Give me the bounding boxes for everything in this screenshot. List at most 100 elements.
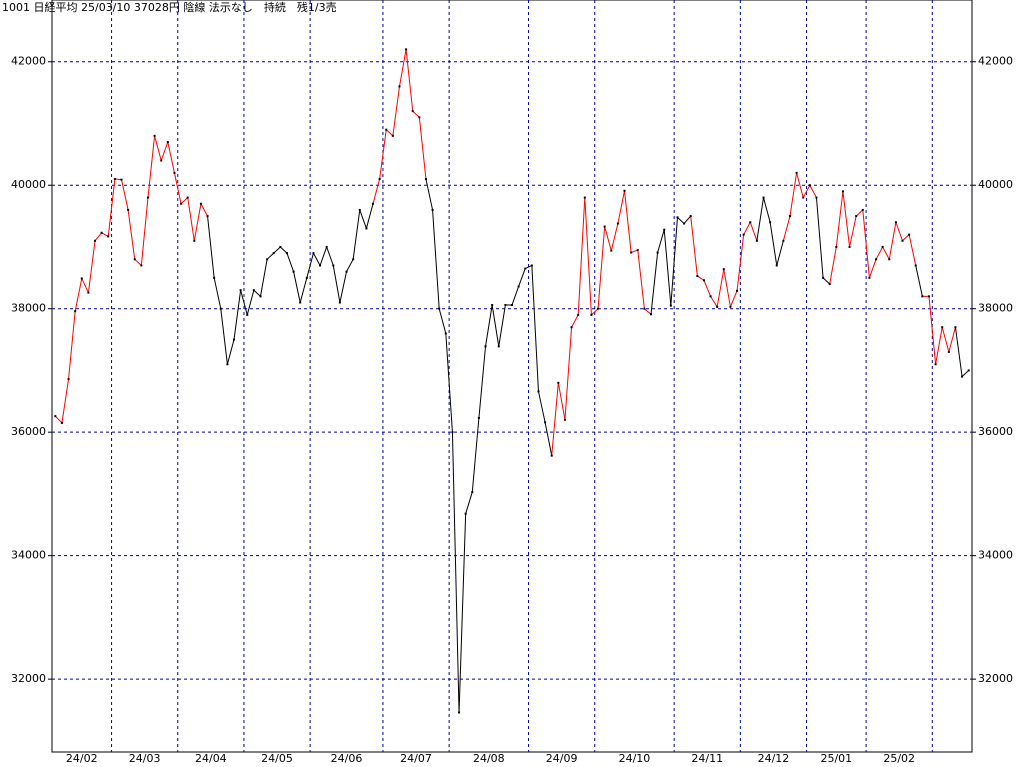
data-point (285, 252, 288, 255)
line-segment (677, 216, 685, 224)
line-segment (346, 259, 354, 272)
line-segment (915, 265, 923, 297)
line-segment (591, 308, 599, 316)
data-point (219, 307, 222, 310)
data-point (246, 313, 249, 316)
data-point (775, 264, 778, 267)
line-segment (193, 203, 202, 241)
data-point (577, 313, 580, 316)
data-point (802, 196, 805, 199)
data-point (292, 270, 295, 273)
data-point (458, 711, 461, 714)
data-point (742, 233, 745, 236)
data-point (511, 303, 513, 306)
data-point (279, 245, 282, 248)
chart-title: 1001 日経平均 25/03/10 37028円 陰線 法示なし 持続 残1/… (2, 0, 337, 14)
line-segment (961, 370, 970, 377)
data-point (305, 276, 308, 279)
data-point (186, 196, 189, 199)
y-tick-label: 32000 (978, 672, 1013, 685)
x-tick-label: 24/04 (195, 752, 227, 765)
data-point (901, 239, 904, 242)
line-segment (769, 222, 778, 266)
data-point (769, 221, 772, 224)
line-segment (610, 223, 619, 251)
line-segment (412, 110, 420, 118)
line-segment (107, 178, 116, 237)
line-segment (796, 172, 804, 198)
data-point (259, 295, 262, 298)
data-point (140, 264, 143, 267)
line-segment (875, 246, 884, 260)
data-point (226, 363, 229, 366)
line-segment (710, 296, 718, 308)
line-segment (379, 129, 387, 180)
data-point (908, 233, 911, 236)
data-point (702, 279, 705, 282)
line-segment (544, 422, 553, 456)
data-point (239, 289, 242, 292)
data-point (828, 283, 831, 286)
data-point (484, 345, 487, 348)
line-segment (478, 346, 487, 419)
data-point (180, 202, 183, 205)
line-segment (173, 172, 182, 204)
data-point (947, 350, 950, 353)
data-point (722, 268, 725, 271)
data-point (173, 171, 176, 174)
data-point (67, 378, 70, 381)
line-segment (690, 216, 698, 277)
line-segment (246, 290, 255, 316)
data-point (649, 313, 652, 316)
data-point (755, 239, 758, 242)
line-segment (372, 178, 381, 204)
data-point (683, 222, 686, 225)
data-point (54, 415, 57, 418)
line-segment (154, 135, 162, 161)
data-point (504, 303, 507, 306)
line-segment (703, 280, 712, 297)
data-point (338, 301, 341, 304)
data-point (603, 225, 606, 228)
data-point (841, 190, 844, 193)
line-segment (114, 178, 122, 181)
line-segment (723, 269, 731, 307)
line-segment (835, 191, 844, 248)
line-segment (61, 379, 70, 423)
line-segment (127, 209, 136, 260)
x-tick-label: 24/06 (331, 752, 363, 765)
y-tick-label: 42000 (978, 55, 1013, 68)
line-segment (729, 290, 738, 308)
data-point (206, 215, 209, 218)
data-point (762, 196, 765, 199)
line-segment (782, 215, 791, 241)
data-point (597, 307, 600, 310)
line-segment (849, 215, 857, 248)
data-point (431, 208, 434, 211)
data-point (709, 295, 712, 298)
data-point (782, 239, 785, 242)
line-segment (207, 216, 215, 278)
line-segment (630, 249, 638, 253)
line-segment (167, 141, 175, 173)
data-point (113, 178, 116, 181)
data-point (855, 215, 858, 218)
y-tick-label: 32000 (11, 672, 46, 685)
data-point (385, 128, 388, 131)
line-segment (657, 229, 665, 253)
data-point (378, 178, 381, 181)
x-tick-label: 24/03 (129, 752, 161, 765)
line-segment (624, 190, 632, 253)
data-point (166, 141, 169, 144)
data-point (398, 85, 401, 88)
line-segment (948, 327, 956, 353)
data-point (127, 208, 130, 211)
data-point (934, 363, 937, 366)
line-segment (882, 246, 890, 260)
line-segment (458, 513, 467, 713)
line-segment (815, 197, 824, 278)
line-segment (445, 333, 453, 433)
line-segment (888, 222, 897, 260)
data-point (537, 390, 540, 393)
